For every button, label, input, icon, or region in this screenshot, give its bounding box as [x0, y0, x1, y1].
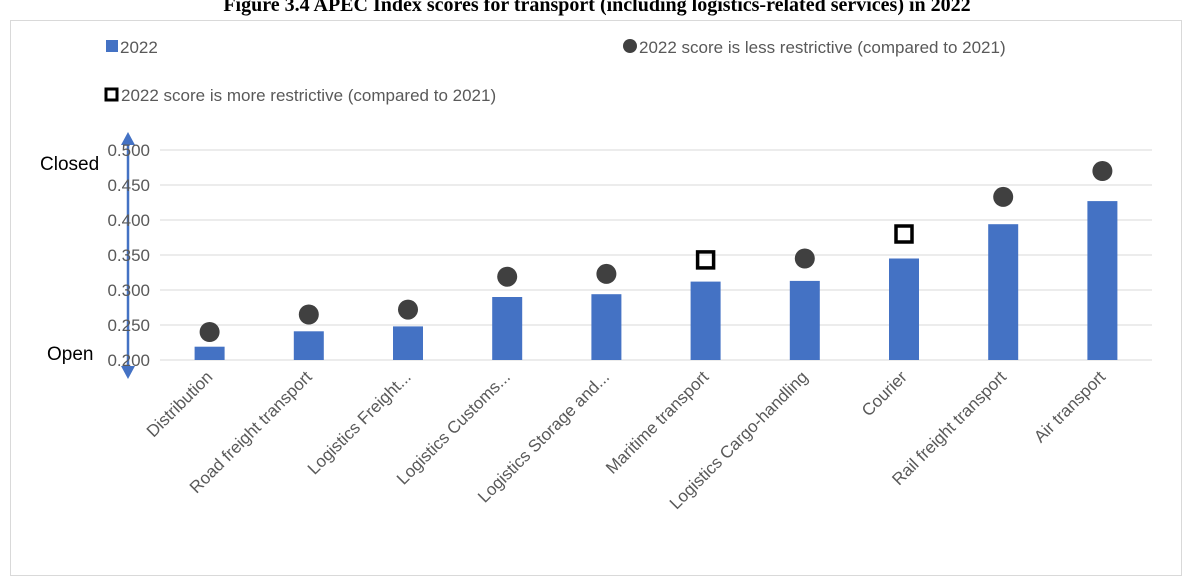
x-tick-label: Distribution — [143, 367, 217, 441]
bar — [889, 258, 919, 360]
less-restrictive-marker — [596, 263, 617, 284]
legend-circle-swatch — [623, 39, 637, 53]
y-tick-label: 0.250 — [107, 316, 150, 335]
bar — [492, 297, 523, 360]
open-closed-arrow — [121, 132, 135, 379]
gridlines — [160, 149, 1152, 361]
less-restrictive-marker — [298, 304, 319, 325]
bars — [194, 201, 1118, 360]
closed-label: Closed — [40, 154, 99, 175]
bar — [789, 280, 820, 360]
x-tick-label: Air transport — [1030, 367, 1109, 446]
legend-bar-swatch — [106, 40, 118, 52]
bar — [988, 224, 1019, 360]
bar — [393, 326, 423, 360]
legend-less-label: 2022 score is less restrictive (compared… — [639, 38, 1006, 57]
y-tick-label: 0.400 — [107, 211, 150, 230]
x-tick-label: Rail freight transport — [888, 367, 1010, 489]
legend-more-label: 2022 score is more restrictive (compared… — [121, 86, 496, 105]
open-label: Open — [47, 344, 93, 365]
chart-frame — [10, 20, 1182, 576]
bar — [1087, 201, 1118, 360]
markers — [199, 161, 1113, 342]
bar — [690, 281, 721, 360]
more-restrictive-marker — [695, 250, 716, 270]
legend-square-swatch — [104, 87, 119, 102]
less-restrictive-marker — [993, 186, 1014, 207]
bar — [293, 331, 324, 360]
less-restrictive-marker — [794, 248, 815, 269]
y-tick-label: 0.300 — [107, 281, 150, 300]
y-tick-label: 0.500 — [107, 141, 150, 160]
x-tick-label: Maritime transport — [602, 367, 712, 477]
legend-bar-label: 2022 — [120, 38, 158, 57]
chart-title: Figure 3.4 APEC Index scores for transpo… — [223, 0, 971, 16]
more-restrictive-marker — [894, 224, 914, 244]
y-axis-ticks: 0.500 0.450 0.400 0.350 0.300 0.250 0.200 — [107, 141, 150, 370]
y-tick-label: 0.350 — [107, 246, 150, 265]
bar — [194, 346, 225, 360]
less-restrictive-marker — [497, 266, 518, 287]
y-tick-label: 0.450 — [107, 176, 150, 195]
less-restrictive-marker — [199, 322, 220, 342]
less-restrictive-marker — [1092, 161, 1113, 181]
y-tick-label: 0.200 — [107, 351, 150, 370]
bar — [591, 294, 622, 360]
x-tick-label: Logistics Freight... — [304, 367, 415, 478]
x-tick-label: Courier — [858, 367, 911, 420]
less-restrictive-marker — [398, 299, 418, 320]
